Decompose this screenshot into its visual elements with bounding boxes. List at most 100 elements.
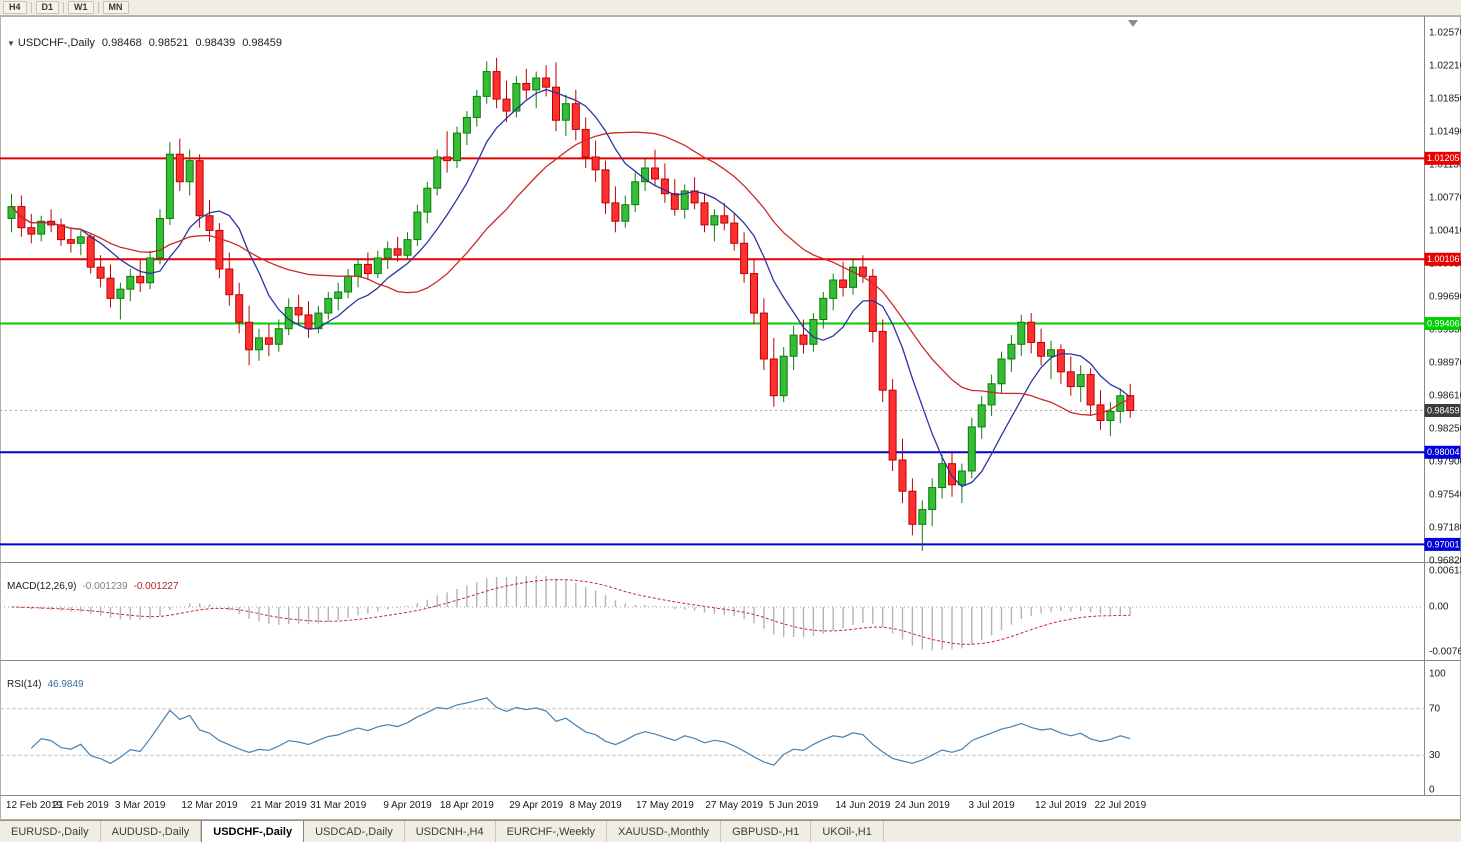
- macd-signal-value: -0.001227: [133, 581, 179, 592]
- candle-body: [1066, 371, 1075, 388]
- candle-body: [304, 314, 313, 330]
- macd-signal-line: [11, 579, 1131, 645]
- tab-usdchf-daily[interactable]: USDCHF-,Daily: [201, 821, 305, 842]
- tab-gbpusd-h1[interactable]: GBPUSD-,H1: [721, 821, 812, 842]
- date-label: 21 Feb 2019: [53, 800, 110, 811]
- candle-body: [1047, 349, 1055, 357]
- candle-body: [769, 358, 778, 397]
- candle-body: [839, 279, 848, 288]
- candle-body: [987, 383, 996, 406]
- timeframe-w1-button[interactable]: W1: [68, 1, 94, 14]
- price-badge: [1424, 537, 1461, 551]
- candle-body: [561, 103, 570, 121]
- candle-body: [185, 160, 194, 183]
- candle-body: [255, 337, 263, 351]
- toolbar-separator: [97, 2, 99, 13]
- macd-label: MACD(12,26,9): [7, 581, 77, 592]
- candle-body: [740, 242, 749, 275]
- candle-body: [611, 202, 620, 222]
- price-badge: [1424, 445, 1461, 459]
- candle-body: [492, 71, 501, 100]
- candle-body: [443, 156, 452, 162]
- candle-body: [809, 318, 818, 345]
- candle-body: [393, 248, 402, 256]
- rsi-line: [30, 697, 1131, 766]
- candle-body: [106, 277, 115, 299]
- macd-header: MACD(12,26,9) -0.001239 -0.001227: [7, 581, 179, 592]
- candle-body: [977, 404, 986, 428]
- candle-body: [225, 268, 234, 296]
- candle-body: [482, 71, 491, 97]
- tab-audusd-daily[interactable]: AUDUSD-,Daily: [101, 821, 202, 842]
- date-label: 3 Jul 2019: [969, 800, 1016, 811]
- chart-canvas[interactable]: 1.02570 1.02210 1.01850 1.01490 1.01130 1.007…: [0, 16, 1461, 820]
- candle-body: [76, 236, 85, 244]
- tab-eurchf-weekly[interactable]: EURCHF-,Weekly: [496, 821, 607, 842]
- candle-body: [1126, 395, 1135, 411]
- candle-body: [126, 275, 135, 290]
- candle-body: [37, 220, 46, 235]
- timeframe-h4-button[interactable]: H4: [3, 1, 27, 14]
- candle-body: [750, 273, 758, 314]
- candle-body: [948, 463, 956, 486]
- candle-body: [829, 279, 838, 299]
- chart-title: ▼ USDCHF-,Daily 0.98468 0.98521 0.98439 0.984…: [7, 37, 282, 49]
- timeframe-mn-button[interactable]: MN: [102, 1, 129, 14]
- date-label: 12 Mar 2019: [181, 800, 238, 811]
- tab-bar: EURUSD-,Daily AUDUSD-,Daily USDCHF-,Daily U…: [0, 820, 1461, 842]
- rsi-axis-label: 100: [1429, 669, 1446, 680]
- candle-body: [373, 257, 382, 275]
- candle-body: [175, 153, 184, 183]
- date-label: 21 Mar 2019: [251, 800, 308, 811]
- candle-body: [967, 426, 976, 472]
- candle-body: [96, 266, 105, 279]
- candle-body: [215, 229, 224, 270]
- date-label: 14 Jun 2019: [835, 800, 890, 811]
- candle-body: [472, 95, 481, 118]
- tab-usdcnh-h4[interactable]: USDCNH-,H4: [405, 821, 496, 842]
- candle-body: [997, 358, 1006, 385]
- tab-xauusd-monthly[interactable]: XAUUSD-,Monthly: [607, 821, 722, 842]
- toolbar-separator: [63, 2, 65, 13]
- price-badge: [1424, 252, 1461, 266]
- candle-body: [581, 128, 590, 158]
- candle-body: [710, 215, 719, 226]
- candle-body: [1027, 321, 1036, 343]
- candle-body: [938, 463, 947, 489]
- candle-body: [720, 215, 729, 224]
- rsi-axis-label: 30: [1429, 750, 1441, 761]
- tab-usdcad-daily[interactable]: USDCAD-,Daily: [304, 821, 405, 842]
- macd-axis-label: 0.00613: [1429, 565, 1461, 576]
- candle-body: [957, 470, 966, 486]
- date-label: 22 Jul 2019: [1094, 800, 1146, 811]
- price-axis-label: 1.00770: [1429, 193, 1461, 204]
- tab-ukoil-h1[interactable]: UKOil-,H1: [811, 821, 884, 842]
- candle-body: [621, 204, 630, 222]
- price-badge-label: 1.01205: [1427, 153, 1460, 163]
- candle-body: [205, 215, 214, 231]
- date-label: 24 Jun 2019: [895, 800, 950, 811]
- candle-body: [680, 190, 689, 210]
- candle-body: [591, 156, 600, 171]
- candle-body: [453, 132, 461, 162]
- quote-high: 0.98521: [148, 37, 189, 49]
- candle-body: [532, 77, 541, 91]
- date-label: 9 Apr 2019: [383, 800, 432, 811]
- candle-body: [779, 355, 788, 397]
- candle-body: [1086, 374, 1095, 406]
- tab-eurusd-daily[interactable]: EURUSD-,Daily: [0, 821, 101, 842]
- price-badge-label: 0.98459: [1427, 405, 1460, 415]
- candle-body: [264, 337, 273, 345]
- shift-end-marker-icon[interactable]: [1128, 20, 1138, 27]
- price-badge: [1424, 151, 1461, 165]
- candle-body: [819, 297, 828, 320]
- timeframe-d1-button[interactable]: D1: [35, 1, 60, 14]
- quote-close: 0.98459: [242, 37, 282, 49]
